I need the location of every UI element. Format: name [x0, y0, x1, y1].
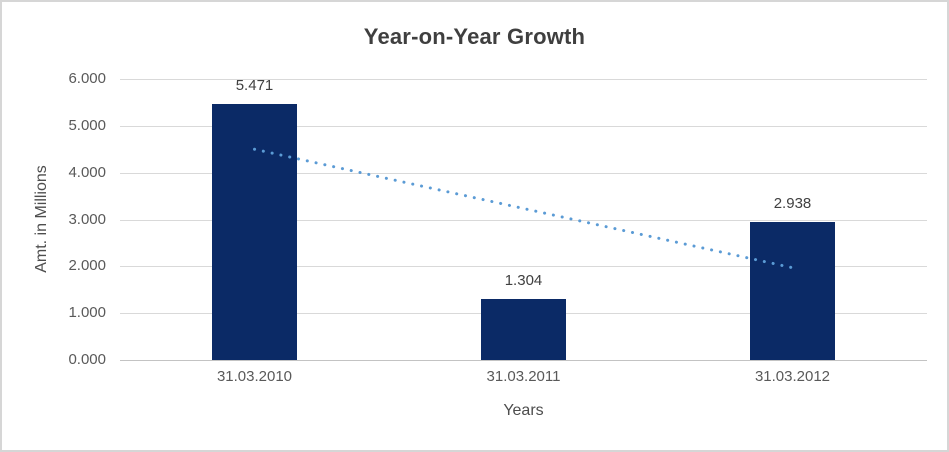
x-tick-label: 31.03.2012 [754, 368, 831, 385]
bar [481, 298, 566, 360]
x-axis-line [120, 360, 927, 361]
y-tick-label: 1.000 [68, 304, 106, 322]
y-tick-label: 0.000 [68, 351, 106, 368]
y-tick-label: 5.000 [68, 116, 106, 134]
gridline [120, 125, 927, 127]
bar-value-label: 2.938 [773, 195, 812, 213]
x-tick-label: 31.03.2011 [486, 368, 561, 385]
bar-value-label: 1.304 [504, 271, 543, 289]
bar-value-label: 5.471 [235, 76, 274, 94]
y-tick-label: 4.000 [68, 163, 106, 181]
chart-title: Year-on-Year Growth [363, 24, 586, 49]
y-tick-label: 2.000 [68, 257, 106, 275]
x-axis-title: Years [503, 402, 544, 419]
bar [750, 222, 835, 360]
y-tick-label: 3.000 [68, 210, 106, 228]
y-axis-title: Amt. in Millions [33, 165, 50, 273]
gridline [120, 79, 927, 80]
x-tick-label: 31.03.2010 [216, 368, 293, 385]
y-tick-label: 6.000 [68, 70, 106, 87]
bar [212, 103, 297, 360]
